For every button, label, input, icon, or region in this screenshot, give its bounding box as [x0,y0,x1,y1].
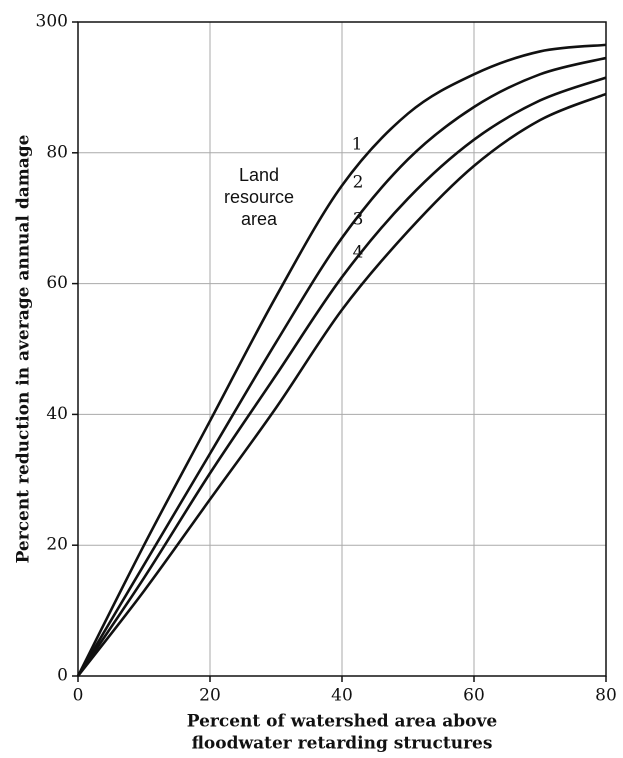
curve [76,43,607,677]
x-tick-label: 60 [463,686,485,706]
y-tick-label: 300 [36,12,68,32]
x-axis-title: floodwater retarding structures [192,734,493,754]
series-label: 2 [353,173,364,193]
y-tick-label: 40 [46,404,68,424]
y-tick-label: 0 [57,666,68,686]
series-label: 1 [352,135,363,155]
x-tick-label: 0 [73,686,84,706]
series-label: 4 [353,243,364,263]
curve [76,76,607,677]
x-axis-title: Percent of watershed area above [187,712,498,732]
y-tick-label: 80 [46,142,68,162]
curve [76,56,607,677]
x-tick-label: 40 [331,686,353,706]
curve [76,92,607,677]
x-tick-label: 80 [595,686,617,706]
y-axis-title: Percent reduction in average annual dama… [14,134,34,563]
annotation note: resource [224,187,294,207]
annotation note: Land [239,165,279,185]
plot-frame [77,21,607,677]
x-tick-label: 20 [199,686,221,706]
y-tick-label: 60 [46,273,68,293]
annotation note: area [241,209,278,229]
y-tick-label: 20 [46,535,68,555]
series-label: 3 [353,210,364,230]
